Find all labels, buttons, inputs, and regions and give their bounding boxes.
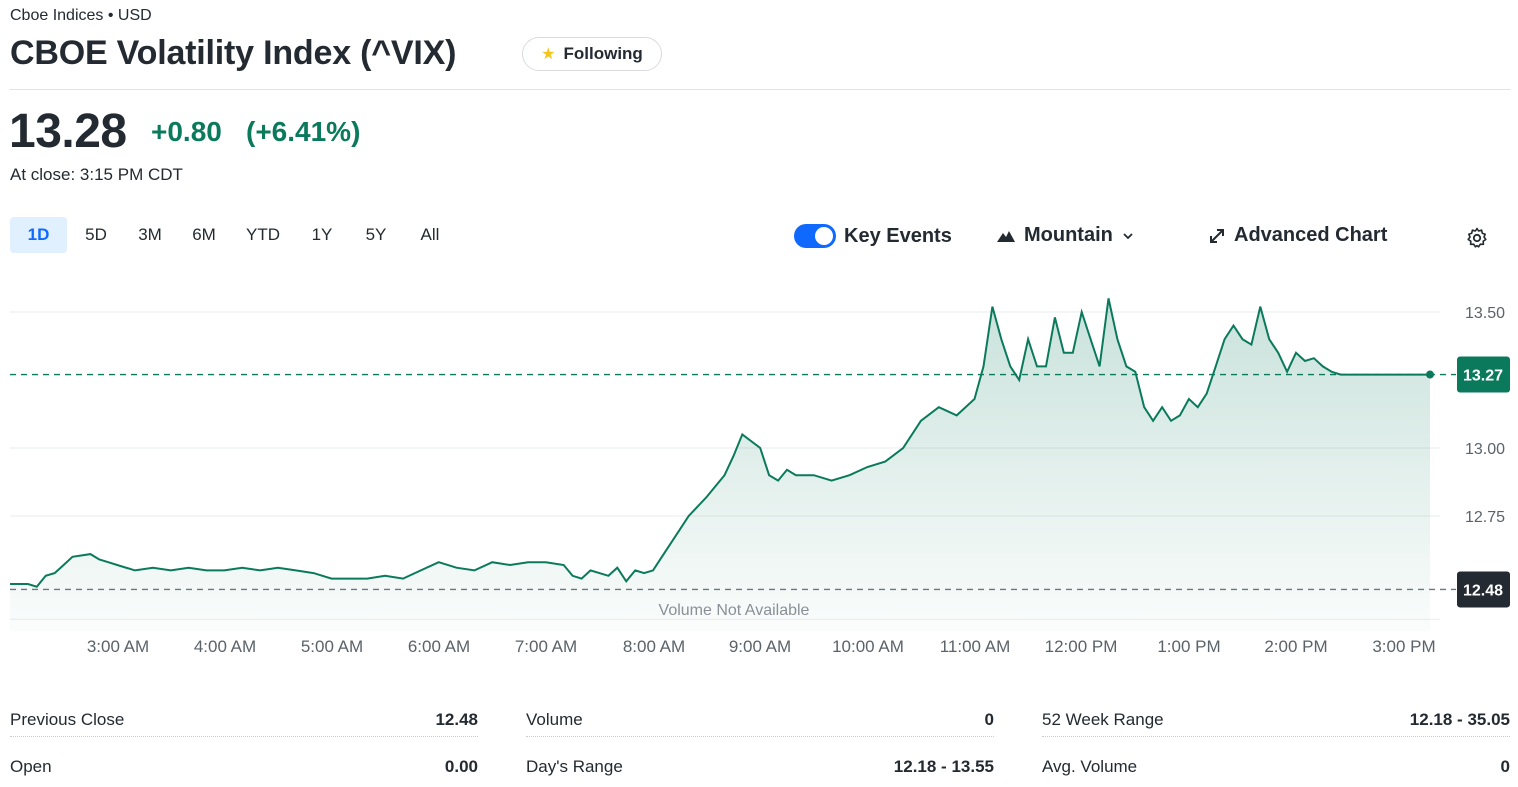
range-tabs: 1D 5D 3M 6M YTD 1Y 5Y All [10, 217, 455, 253]
price-change: +0.80 [151, 116, 222, 147]
price-chart[interactable]: Volume Not Available 12.75 13.00 13.50 3:0… [0, 270, 1518, 670]
chart-type-dropdown[interactable]: Mountain [996, 224, 1135, 247]
stat-row: Previous Close 12.48 [10, 704, 478, 737]
tab-6m[interactable]: 6M [192, 225, 216, 244]
tab-ytd[interactable]: YTD [246, 225, 280, 244]
x-tick-label: 9:00 AM [729, 637, 791, 656]
chart-area [10, 298, 1430, 632]
y-tick-label: 12.75 [1465, 509, 1505, 526]
stat-row: 52 Week Range 12.18 - 35.05 [1042, 704, 1510, 737]
chart-end-dot [1426, 370, 1434, 379]
x-tick-label: 10:00 AM [832, 637, 904, 656]
stat-value: 0 [1500, 757, 1510, 776]
settings-button[interactable] [1465, 226, 1489, 255]
stat-label: Avg. Volume [1042, 757, 1138, 776]
exchange-currency-label: Cboe Indices • USD [10, 7, 152, 24]
star-icon: ★ [541, 46, 556, 63]
x-tick-label: 1:00 PM [1157, 637, 1220, 656]
header-divider [10, 89, 1510, 90]
chart-line [10, 298, 1430, 588]
volume-note: Volume Not Available [659, 602, 810, 619]
previous-close-badge-label: 12.48 [1463, 582, 1503, 599]
toggle-switch[interactable] [794, 224, 836, 248]
stat-value: 0 [984, 710, 994, 729]
stat-value: 12.18 - 13.55 [893, 757, 994, 776]
following-button[interactable]: ★ Following [522, 37, 662, 71]
x-tick-label: 8:00 AM [623, 637, 685, 656]
previous-close-badge-bg [1457, 571, 1510, 608]
close-time: At close: 3:15 PM CDT [10, 165, 183, 184]
stats-column-1: Previous Close 12.48 Open 0.00 [10, 704, 478, 785]
stat-row: Avg. Volume 0 [1042, 737, 1510, 785]
x-tick-label: 4:00 AM [194, 637, 256, 656]
stat-label: 52 Week Range [1042, 710, 1164, 729]
chevron-down-icon [1123, 232, 1133, 239]
stat-row: Open 0.00 [10, 737, 478, 785]
key-events-toggle[interactable]: Key Events [794, 224, 952, 248]
stat-row: Volume 0 [526, 704, 994, 737]
page-title: CBOE Volatility Index (^VIX) [10, 34, 457, 72]
stat-label: Open [10, 757, 52, 776]
current-price: 13.28 [9, 105, 127, 158]
x-tick-label: 7:00 AM [515, 637, 577, 656]
tab-all[interactable]: All [420, 225, 440, 244]
tab-5d[interactable]: 5D [85, 225, 107, 244]
stat-value: 12.18 - 35.05 [1409, 710, 1510, 729]
x-tick-label: 6:00 AM [408, 637, 470, 656]
advanced-chart-button[interactable]: Advanced Chart [1208, 224, 1387, 247]
tab-1d[interactable]: 1D [10, 217, 67, 253]
expand-icon [1210, 228, 1224, 243]
x-tick-label: 12:00 PM [1045, 637, 1118, 656]
gear-icon [1467, 227, 1487, 248]
x-tick-label: 3:00 AM [87, 637, 149, 656]
current-price-badge-bg [1457, 356, 1510, 393]
stat-label: Day's Range [526, 757, 623, 776]
y-tick-label: 13.00 [1465, 441, 1505, 458]
stat-value: 12.48 [435, 710, 478, 729]
stat-row: Day's Range 12.18 - 13.55 [526, 737, 994, 785]
x-tick-label: 11:00 AM [940, 637, 1011, 656]
x-tick-label: 2:00 PM [1264, 637, 1327, 656]
stats-column-3: 52 Week Range 12.18 - 35.05 Avg. Volume … [1042, 704, 1510, 785]
tab-3m[interactable]: 3M [138, 225, 162, 244]
stat-value: 0.00 [444, 757, 478, 776]
key-events-label: Key Events [844, 224, 952, 247]
chart-type-label: Mountain [1024, 224, 1113, 246]
stat-label: Volume [526, 710, 583, 729]
stats-column-2: Volume 0 Day's Range 12.18 - 13.55 [526, 704, 994, 785]
x-tick-label: 3:00 PM [1372, 637, 1435, 656]
mountain-icon [997, 230, 1015, 242]
advanced-chart-label: Advanced Chart [1234, 224, 1388, 246]
y-tick-label: 13.50 [1465, 305, 1505, 322]
current-price-badge-label: 13.27 [1463, 368, 1503, 385]
stat-label: Previous Close [10, 710, 125, 729]
following-label: Following [563, 44, 643, 63]
x-tick-label: 5:00 AM [301, 637, 363, 656]
tab-1y[interactable]: 1Y [311, 225, 333, 244]
price-change-percent: (+6.41%) [246, 116, 361, 147]
tab-5y[interactable]: 5Y [365, 225, 387, 244]
toggle-knob [815, 227, 833, 245]
